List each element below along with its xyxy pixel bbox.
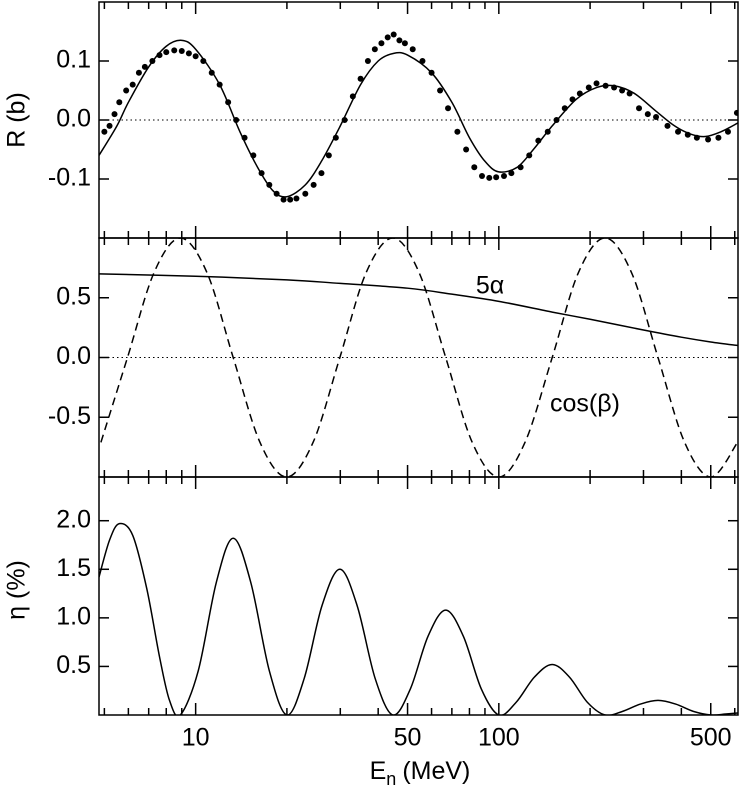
curve bbox=[100, 238, 738, 477]
y-axis-label: R (b) bbox=[3, 92, 31, 148]
x-tick-label: 50 bbox=[394, 724, 422, 752]
data-point bbox=[593, 80, 600, 87]
data-point bbox=[445, 105, 452, 112]
data-point bbox=[378, 40, 385, 47]
data-point bbox=[135, 69, 142, 76]
data-point bbox=[463, 146, 470, 153]
data-point bbox=[123, 87, 130, 94]
curve bbox=[99, 522, 738, 715]
y-tick-label: 1.0 bbox=[56, 602, 91, 630]
x-tick-label: 500 bbox=[690, 724, 732, 752]
data-point bbox=[310, 181, 317, 188]
data-point bbox=[675, 128, 682, 135]
data-point bbox=[106, 122, 113, 129]
data-point bbox=[724, 128, 731, 135]
series-label: cos(β) bbox=[550, 390, 620, 418]
data-point bbox=[585, 84, 592, 91]
data-point bbox=[318, 170, 325, 177]
data-point bbox=[715, 134, 722, 141]
data-point bbox=[409, 46, 416, 53]
data-point bbox=[293, 195, 300, 202]
data-point bbox=[705, 136, 712, 143]
y-tick-label: 1.5 bbox=[56, 554, 91, 582]
data-point bbox=[129, 81, 136, 88]
panel bbox=[99, 238, 738, 477]
y-tick-label: 0.5 bbox=[56, 282, 91, 310]
y-tick-label: -0.5 bbox=[48, 402, 91, 430]
data-point bbox=[478, 173, 485, 180]
data-point bbox=[371, 46, 378, 53]
curve bbox=[99, 273, 738, 347]
y-tick-label: 2.0 bbox=[56, 505, 91, 533]
x-axis-label-unit: (MeV) bbox=[402, 757, 470, 785]
data-point bbox=[302, 190, 309, 197]
data-point bbox=[401, 40, 408, 47]
data-point bbox=[101, 128, 108, 135]
x-tick-label: 10 bbox=[182, 724, 210, 752]
y-tick-label: 0.0 bbox=[56, 105, 91, 133]
data-point bbox=[185, 50, 192, 57]
data-point bbox=[653, 114, 660, 121]
data-point bbox=[364, 58, 371, 64]
y-tick-label: 0.0 bbox=[56, 342, 91, 370]
data-point bbox=[287, 196, 294, 203]
x-axis-label-main: E bbox=[370, 757, 387, 785]
data-point bbox=[357, 75, 364, 82]
data-point bbox=[644, 111, 651, 118]
y-tick-label: 0.1 bbox=[56, 46, 91, 74]
data-point bbox=[178, 47, 185, 54]
data-point bbox=[111, 111, 118, 118]
data-point bbox=[163, 49, 170, 56]
data-point bbox=[493, 174, 500, 181]
data-point bbox=[280, 196, 287, 203]
data-point bbox=[141, 63, 148, 70]
series-label: 5α bbox=[476, 272, 504, 300]
curve bbox=[99, 39, 738, 198]
data-point bbox=[396, 37, 403, 44]
data-point bbox=[171, 47, 178, 54]
y-axis-label: η (%) bbox=[3, 560, 31, 620]
x-axis-label: En (MeV) bbox=[370, 757, 471, 789]
data-point bbox=[471, 164, 478, 171]
data-point bbox=[200, 58, 207, 64]
x-tick-label: 100 bbox=[478, 724, 520, 752]
data-point bbox=[733, 109, 738, 116]
panel bbox=[99, 31, 738, 203]
panel bbox=[99, 522, 738, 715]
data-point bbox=[486, 174, 493, 181]
data-point bbox=[325, 152, 332, 159]
x-axis-label-subscript: n bbox=[386, 769, 396, 789]
data-point bbox=[500, 173, 507, 180]
data-point bbox=[384, 34, 391, 41]
data-point bbox=[192, 53, 199, 60]
data-point bbox=[454, 128, 461, 135]
y-tick-label: -0.1 bbox=[48, 164, 91, 192]
data-point bbox=[437, 87, 444, 94]
data-point bbox=[636, 105, 643, 112]
plot-frame bbox=[98, 476, 739, 716]
data-point bbox=[116, 99, 123, 106]
data-point bbox=[664, 122, 671, 129]
data-point bbox=[390, 31, 397, 38]
y-tick-label: 0.5 bbox=[56, 651, 91, 679]
